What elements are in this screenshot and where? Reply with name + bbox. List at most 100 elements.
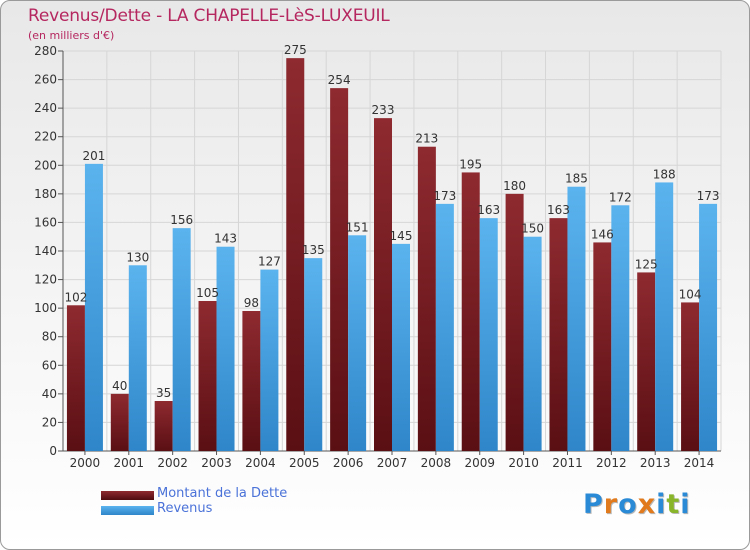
bar-debt — [330, 88, 349, 452]
bar-revenue — [435, 203, 454, 451]
y-tick-label: 120 — [34, 273, 57, 287]
data-label-debt: 146 — [591, 227, 614, 241]
logo-letter: r — [603, 489, 619, 520]
logo-letter: P — [583, 489, 604, 520]
data-label-revenue: 143 — [214, 232, 237, 246]
bar-debt — [461, 172, 480, 451]
data-label-debt: 233 — [372, 103, 395, 117]
y-tick-label: 60 — [42, 358, 57, 372]
y-tick-label: 160 — [34, 215, 57, 229]
legend-label-revenue: Revenus — [157, 501, 213, 516]
bar-debt — [110, 393, 129, 451]
data-label-debt: 102 — [64, 290, 87, 304]
y-tick-label: 40 — [42, 387, 57, 401]
bar-debt — [593, 242, 612, 451]
bar-revenue — [392, 243, 410, 451]
x-tick-label: 2006 — [333, 456, 364, 470]
data-label-revenue: 188 — [653, 167, 676, 181]
y-tick-label: 240 — [34, 101, 57, 115]
data-label-revenue: 127 — [258, 255, 281, 269]
x-tick-label: 2000 — [70, 456, 101, 470]
bar-debt — [549, 218, 568, 451]
data-label-revenue: 173 — [697, 189, 720, 203]
logo-letter: o — [618, 489, 638, 520]
bar-debt — [374, 118, 392, 452]
bar-debt — [505, 193, 524, 451]
y-tick-label: 20 — [42, 415, 57, 429]
x-tick-label: 2005 — [289, 456, 320, 470]
data-label-debt: 180 — [503, 179, 526, 193]
bar-revenue — [348, 235, 367, 451]
data-label-debt: 104 — [679, 287, 702, 301]
bar-debt — [637, 272, 656, 451]
data-label-revenue: 145 — [390, 229, 413, 243]
x-tick-label: 2001 — [114, 456, 145, 470]
data-label-debt: 98 — [244, 296, 259, 310]
bar-debt — [286, 58, 305, 452]
bar-revenue — [216, 246, 235, 451]
bar-revenue — [655, 182, 674, 451]
data-label-revenue: 172 — [609, 190, 632, 204]
data-label-revenue: 185 — [565, 172, 588, 186]
data-label-revenue: 156 — [170, 213, 193, 227]
data-label-debt: 195 — [459, 157, 482, 171]
bar-debt — [681, 302, 700, 451]
bar-revenue — [84, 163, 103, 451]
data-label-revenue: 130 — [126, 250, 149, 264]
bar-revenue — [523, 236, 542, 451]
legend-label-debt: Montant de la Dette — [157, 486, 288, 501]
bar-revenue — [260, 269, 279, 451]
data-label-revenue: 151 — [346, 220, 369, 234]
x-tick-label: 2014 — [684, 456, 715, 470]
bar-revenue — [128, 265, 147, 451]
data-label-revenue: 135 — [302, 243, 325, 257]
data-label-debt: 125 — [635, 257, 658, 271]
logo-letter: i — [656, 489, 667, 520]
data-label-debt: 35 — [156, 386, 171, 400]
x-tick-label: 2008 — [421, 456, 452, 470]
bar-revenue — [567, 186, 586, 451]
y-tick-label: 200 — [34, 158, 57, 172]
logo-letter: x — [637, 489, 657, 520]
bars — [66, 58, 718, 452]
bar-revenue — [479, 218, 498, 451]
logo-letter: t — [666, 489, 681, 520]
bar-debt — [242, 311, 261, 451]
proxiti-logo: Proxiti — [583, 489, 691, 520]
x-tick-label: 2009 — [464, 456, 495, 470]
data-label-debt: 254 — [328, 73, 351, 87]
x-tick-label: 2010 — [508, 456, 539, 470]
bar-debt — [154, 401, 173, 451]
bar-revenue — [172, 228, 191, 451]
x-tick-label: 2004 — [245, 456, 276, 470]
y-tick-label: 80 — [42, 330, 57, 344]
legend-swatch-revenue — [101, 506, 154, 515]
bar-debt — [417, 146, 436, 451]
data-label-debt: 163 — [547, 203, 570, 217]
bar-debt — [198, 301, 217, 451]
data-label-revenue: 150 — [521, 222, 544, 236]
x-tick-label: 2013 — [640, 456, 671, 470]
data-labels: 102 201 40 130 35 156 105 143 98 127 275 135 254 151 2… — [64, 43, 719, 400]
legend-swatch-debt — [101, 491, 154, 500]
y-tick-label: 280 — [34, 44, 57, 58]
bar-debt — [66, 305, 85, 451]
logo-letter: i — [680, 489, 691, 520]
y-tick-label: 260 — [34, 73, 57, 87]
chart-subtitle: (en milliers d'€) — [28, 29, 115, 42]
bar-revenue — [699, 203, 718, 451]
bar-revenue — [611, 205, 630, 451]
data-label-debt: 213 — [415, 132, 438, 146]
y-tick-label: 140 — [34, 244, 57, 258]
x-tick-label: 2011 — [552, 456, 583, 470]
chart-title: Revenus/Dette - LA CHAPELLE-LèS-LUXEUIL — [28, 6, 390, 26]
data-label-revenue: 201 — [82, 149, 105, 163]
data-label-revenue: 163 — [477, 203, 500, 217]
data-label-debt: 40 — [112, 379, 127, 393]
data-label-revenue: 173 — [433, 189, 456, 203]
x-tick-label: 2002 — [157, 456, 188, 470]
x-tick-label: 2012 — [596, 456, 627, 470]
y-tick-label: 100 — [34, 301, 57, 315]
